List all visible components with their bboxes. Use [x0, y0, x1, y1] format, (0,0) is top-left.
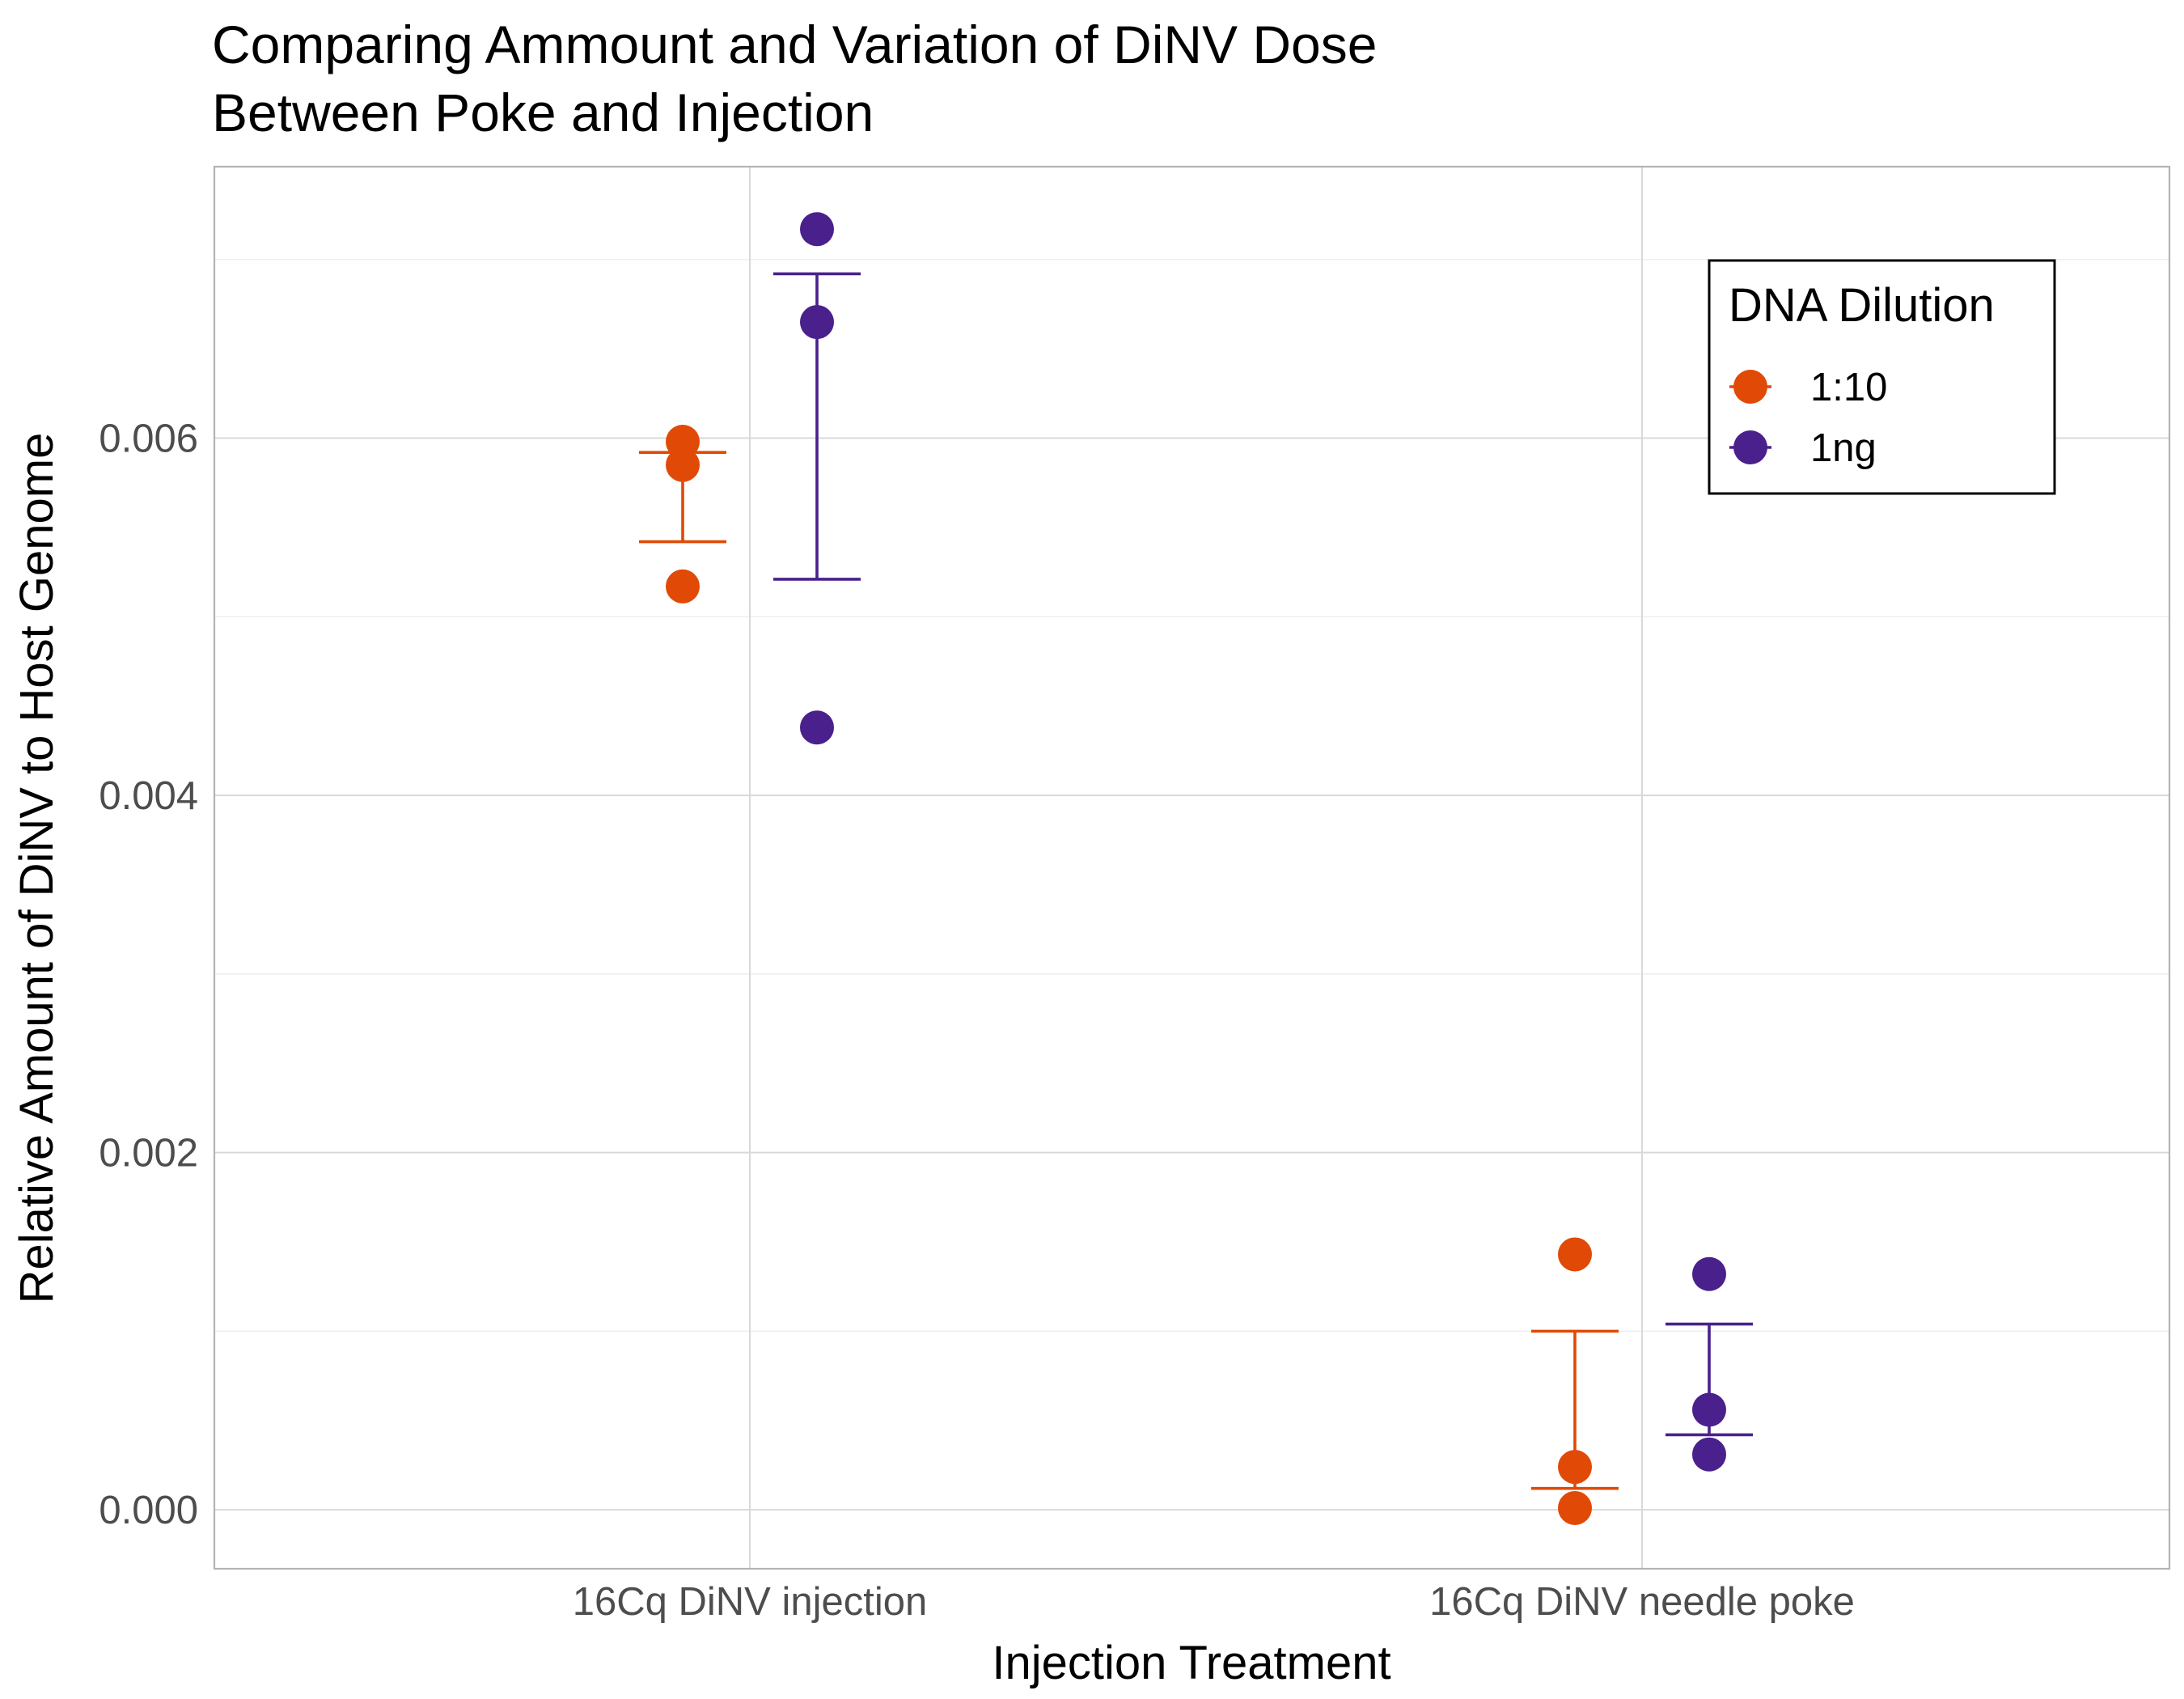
y-axis-title: Relative Amount of DiNV to Host Genome: [11, 433, 63, 1304]
legend-key-point: [1733, 430, 1767, 464]
plot-panel: [213, 165, 2171, 1570]
data-point: [1692, 1256, 1726, 1291]
chart-subtitle: Between Poke and Injection: [212, 83, 874, 142]
data-point: [1558, 1237, 1592, 1272]
legend-label: 1ng: [1810, 426, 1877, 470]
data-point: [666, 447, 700, 482]
data-point: [1558, 1450, 1592, 1485]
data-point: [1558, 1490, 1592, 1525]
data-point: [800, 212, 834, 247]
data-points: [666, 212, 1726, 1525]
data-point: [800, 710, 834, 745]
legend-title: DNA Dilution: [1729, 279, 1995, 332]
legend-label: 1:10: [1810, 366, 1887, 409]
chart-title: Comparing Ammount and Variation of DiNV …: [212, 15, 1377, 74]
legend-key-point: [1733, 370, 1767, 404]
grid: [214, 167, 2169, 1569]
x-axis-ticks: 16Cq DiNV injection 16Cq DiNV needle poke: [573, 1580, 1855, 1624]
y-axis-ticks: 0.000 0.002 0.004 0.006: [99, 417, 198, 1533]
data-point: [1692, 1437, 1726, 1472]
error-bars: [639, 272, 1753, 1490]
data-point: [666, 569, 700, 604]
x-tick-label: 16Cq DiNV injection: [573, 1580, 928, 1624]
data-point: [666, 424, 700, 459]
y-tick-label: 0.000: [99, 1489, 198, 1532]
x-tick-label: 16Cq DiNV needle poke: [1429, 1580, 1855, 1624]
y-tick-label: 0.002: [99, 1132, 198, 1176]
data-point: [1692, 1392, 1726, 1427]
legend-items: 1:10 1ng: [1729, 366, 1887, 470]
legend-item: 1:10: [1729, 366, 1887, 409]
legend: DNA Dilution 1:10 1ng: [1708, 259, 2056, 495]
legend-item: 1ng: [1729, 426, 1877, 470]
data-point: [800, 305, 834, 340]
y-tick-label: 0.004: [99, 774, 198, 818]
legend-box: [1708, 259, 2056, 495]
x-axis-title: Injection Treatment: [992, 1637, 1390, 1689]
y-tick-label: 0.006: [99, 417, 198, 461]
